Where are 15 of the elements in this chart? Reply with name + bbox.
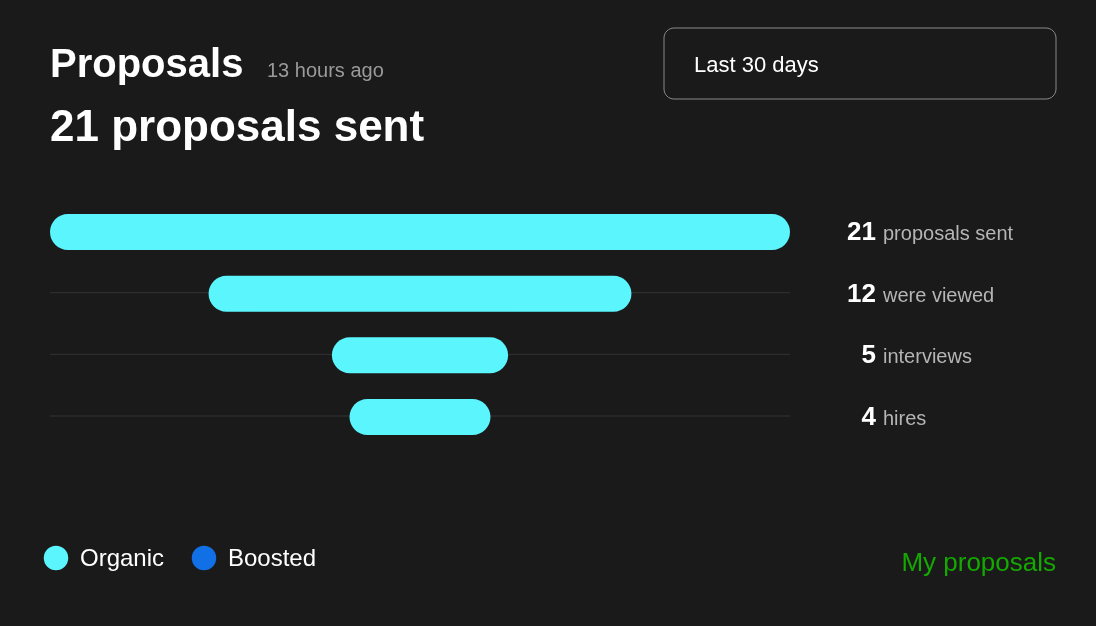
text: 13 hours ago bbox=[267, 59, 384, 81]
text: Proposals bbox=[50, 41, 244, 85]
legend-label: Boosted bbox=[228, 544, 317, 571]
text: 21 proposals sent bbox=[50, 101, 425, 150]
category-label: hires bbox=[883, 407, 927, 429]
data-label: 5 bbox=[861, 339, 876, 370]
text: Last 30 days bbox=[694, 52, 819, 77]
data-label: 21 bbox=[847, 216, 876, 246]
category-label: proposals sent bbox=[883, 222, 1014, 244]
data-label: 4 bbox=[861, 401, 877, 431]
legend-label: Organic bbox=[80, 544, 165, 571]
category-label: were viewed bbox=[882, 283, 995, 306]
category-label: interviews bbox=[883, 345, 972, 368]
text: My proposals bbox=[901, 547, 1056, 577]
data-label: 12 bbox=[847, 277, 876, 308]
